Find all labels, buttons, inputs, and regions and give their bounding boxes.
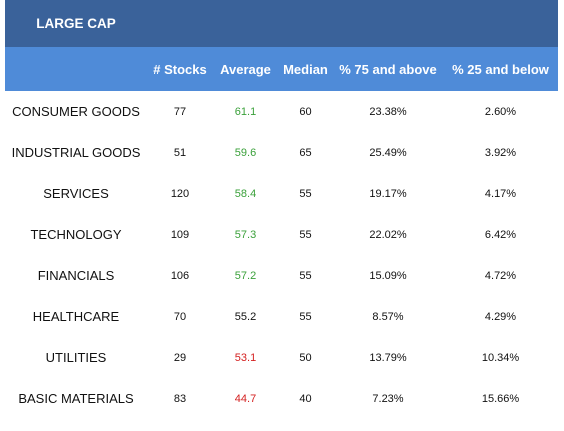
median-value: 40 [299, 392, 312, 405]
median-value: 55 [299, 187, 312, 200]
median-value: 55 [299, 310, 312, 323]
average-value: 61.1 [234, 105, 257, 118]
pct-75-above: 13.79% [369, 351, 407, 364]
pct-25-below: 4.72% [484, 269, 517, 282]
table-row: TECHNOLOGY 109 57.3 55 22.02% 6.42% [5, 214, 558, 255]
pct-25-below: 10.34% [481, 351, 520, 364]
header-25-below: % 25 and below [452, 61, 549, 77]
sector-name: HEALTHCARE [32, 309, 120, 324]
sector-name: UTILITIES [45, 350, 107, 365]
table-row: INDUSTRIAL GOODS 51 59.6 65 25.49% 3.92% [5, 132, 558, 173]
title-bar: LARGE CAP [5, 0, 558, 47]
table-row: BASIC MATERIALS 83 44.7 40 7.23% 15.66% [5, 378, 558, 419]
table-row: CONSUMER GOODS 77 61.1 60 23.38% 2.60% [5, 91, 558, 132]
pct-75-above: 15.09% [369, 269, 407, 282]
pct-75-above: 7.23% [372, 392, 404, 405]
average-value: 57.2 [234, 269, 257, 282]
table-title: LARGE CAP [36, 16, 116, 31]
pct-25-below: 2.60% [484, 105, 517, 118]
stocks-count: 77 [173, 105, 187, 118]
average-value: 53.1 [234, 351, 257, 364]
pct-75-above: 23.38% [369, 105, 407, 118]
pct-75-above: 19.17% [369, 187, 407, 200]
header-average: Average [220, 61, 271, 77]
header-sector [5, 47, 147, 91]
average-value: 59.6 [234, 146, 257, 159]
stocks-count: 29 [173, 351, 187, 364]
header-median: Median [283, 61, 328, 77]
sector-name: FINANCIALS [37, 268, 115, 283]
table-body: CONSUMER GOODS 77 61.1 60 23.38% 2.60% I… [5, 91, 558, 419]
average-value: 55.2 [234, 310, 257, 323]
pct-25-below: 15.66% [481, 392, 520, 405]
sector-name: TECHNOLOGY [30, 227, 122, 242]
pct-75-above: 8.57% [372, 310, 404, 323]
sector-name: CONSUMER GOODS [12, 104, 140, 119]
header-75-above: % 75 and above [339, 61, 437, 77]
average-value: 44.7 [234, 392, 257, 405]
pct-25-below: 4.17% [484, 187, 517, 200]
median-value: 55 [299, 228, 312, 241]
average-value: 57.3 [234, 228, 257, 241]
median-value: 50 [299, 351, 312, 364]
table-row: HEALTHCARE 70 55.2 55 8.57% 4.29% [5, 296, 558, 337]
pct-75-above: 22.02% [369, 228, 407, 241]
stocks-count: 51 [173, 146, 187, 159]
stocks-count: 70 [173, 310, 187, 323]
median-value: 55 [299, 269, 312, 282]
median-value: 65 [299, 146, 312, 159]
sector-name: SERVICES [43, 186, 109, 201]
stocks-count: 120 [170, 187, 190, 200]
median-value: 60 [299, 105, 312, 118]
pct-25-below: 4.29% [484, 310, 517, 323]
pct-25-below: 6.42% [484, 228, 517, 241]
stocks-count: 106 [170, 269, 190, 282]
sector-name: BASIC MATERIALS [18, 391, 134, 406]
average-value: 58.4 [234, 187, 257, 200]
table-row: FINANCIALS 106 57.2 55 15.09% 4.72% [5, 255, 558, 296]
table-row: UTILITIES 29 53.1 50 13.79% 10.34% [5, 337, 558, 378]
table-row: SERVICES 120 58.4 55 19.17% 4.17% [5, 173, 558, 214]
sector-name: INDUSTRIAL GOODS [11, 145, 141, 160]
pct-75-above: 25.49% [369, 146, 407, 159]
header-row: # Stocks Average Median % 75 and above %… [5, 47, 558, 91]
stocks-count: 83 [173, 392, 187, 405]
header-stocks: # Stocks [153, 61, 207, 77]
pct-25-below: 3.92% [484, 146, 517, 159]
stocks-count: 109 [170, 228, 190, 241]
